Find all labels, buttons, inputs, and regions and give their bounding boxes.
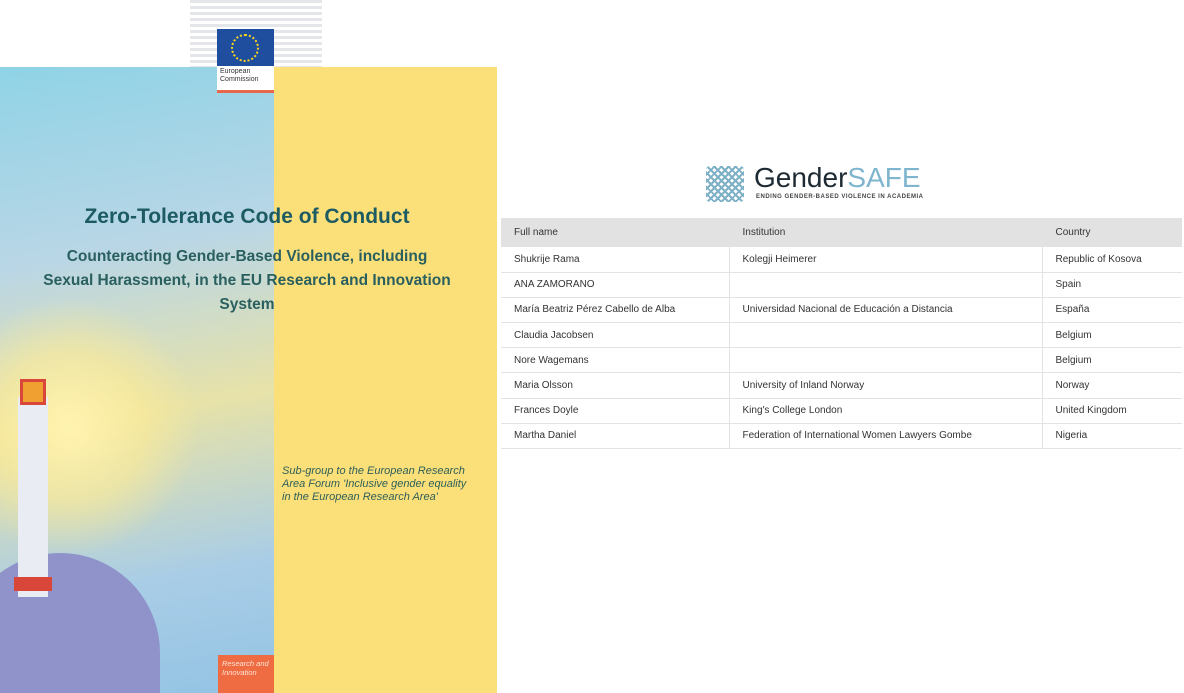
header-full-name: Full name — [501, 218, 729, 247]
logo-name-b: SAFE — [847, 162, 921, 193]
cell-country: Belgium — [1041, 322, 1182, 349]
table-row: María Beatriz Pérez Cabello de Alba Unive… — [501, 297, 1182, 324]
header-country: Country — [1041, 218, 1182, 247]
cell-country: Nigeria — [1041, 423, 1182, 450]
cell-institution — [728, 272, 1042, 298]
cover-title: Zero-Tolerance Code of Conduct — [84, 205, 410, 228]
cell-institution: Universidad Nacional de Educación a Dist… — [728, 297, 1042, 324]
table-row: Claudia Jacobsen Belgium — [501, 322, 1182, 349]
eu-flag-icon — [217, 29, 274, 66]
table-row: ANA ZAMORANO Spain — [501, 272, 1182, 298]
cover-subgroup: Sub-group to the European Research Area … — [282, 465, 467, 503]
cell-country: Spain — [1041, 272, 1182, 298]
cell-country: Republic of Kosova — [1041, 247, 1182, 273]
table-row: Shukrije Rama Kolegji Heimerer Republic of… — [501, 247, 1182, 273]
cell-full-name: Nore Wagemans — [501, 347, 729, 374]
cell-institution: Federation of International Women Lawyer… — [728, 423, 1042, 450]
cell-institution — [728, 322, 1042, 349]
series-label: Research and Innovation — [218, 655, 274, 693]
gendersafe-logo: GenderSAFE ENDING GENDER-BASED VIOLENCE … — [706, 162, 936, 202]
lighthouse-illustration — [14, 379, 52, 597]
cell-full-name: Shukrije Rama — [501, 247, 729, 273]
cell-country: Belgium — [1041, 347, 1182, 374]
logo-name-a: Gender — [754, 162, 848, 193]
cell-institution — [728, 347, 1042, 374]
cell-full-name: Claudia Jacobsen — [501, 322, 729, 349]
report-cover: Zero-Tolerance Code of Conduct Counterac… — [0, 67, 497, 693]
gendersafe-mark-icon — [706, 166, 744, 202]
cell-country: España — [1041, 297, 1182, 324]
cell-institution: Kolegji Heimerer — [728, 247, 1042, 273]
cell-institution: King's College London — [728, 398, 1042, 424]
cell-full-name: Maria Olsson — [501, 372, 729, 399]
cell-full-name: ANA ZAMORANO — [501, 272, 729, 298]
cell-country: Norway — [1041, 372, 1182, 399]
ec-logo-text: European Commission — [220, 68, 259, 83]
cell-full-name: María Beatriz Pérez Cabello de Alba — [501, 297, 729, 324]
header-institution: Institution — [728, 218, 1042, 247]
cell-institution: University of Inland Norway — [728, 372, 1042, 399]
table-row: Frances Doyle King's College London United… — [501, 398, 1182, 424]
logo-tagline: ENDING GENDER-BASED VIOLENCE IN ACADEMIA — [756, 194, 924, 200]
table-header: Full name Institution Country — [501, 218, 1182, 247]
cover-illustration — [0, 67, 274, 693]
table-row: Martha Daniel Federation of International… — [501, 423, 1182, 450]
table-row: Nore Wagemans Belgium — [501, 347, 1182, 374]
table-row: Maria Olsson University of Inland Norway N… — [501, 372, 1182, 399]
cell-country: United Kingdom — [1041, 398, 1182, 424]
cell-full-name: Frances Doyle — [501, 398, 729, 424]
european-commission-logo: European Commission — [217, 29, 274, 93]
signatories-table: Full name Institution Country Shukrije R… — [501, 218, 1182, 450]
cell-full-name: Martha Daniel — [501, 423, 729, 450]
cover-subtitle: Counteracting Gender-Based Violence, inc… — [43, 248, 451, 313]
